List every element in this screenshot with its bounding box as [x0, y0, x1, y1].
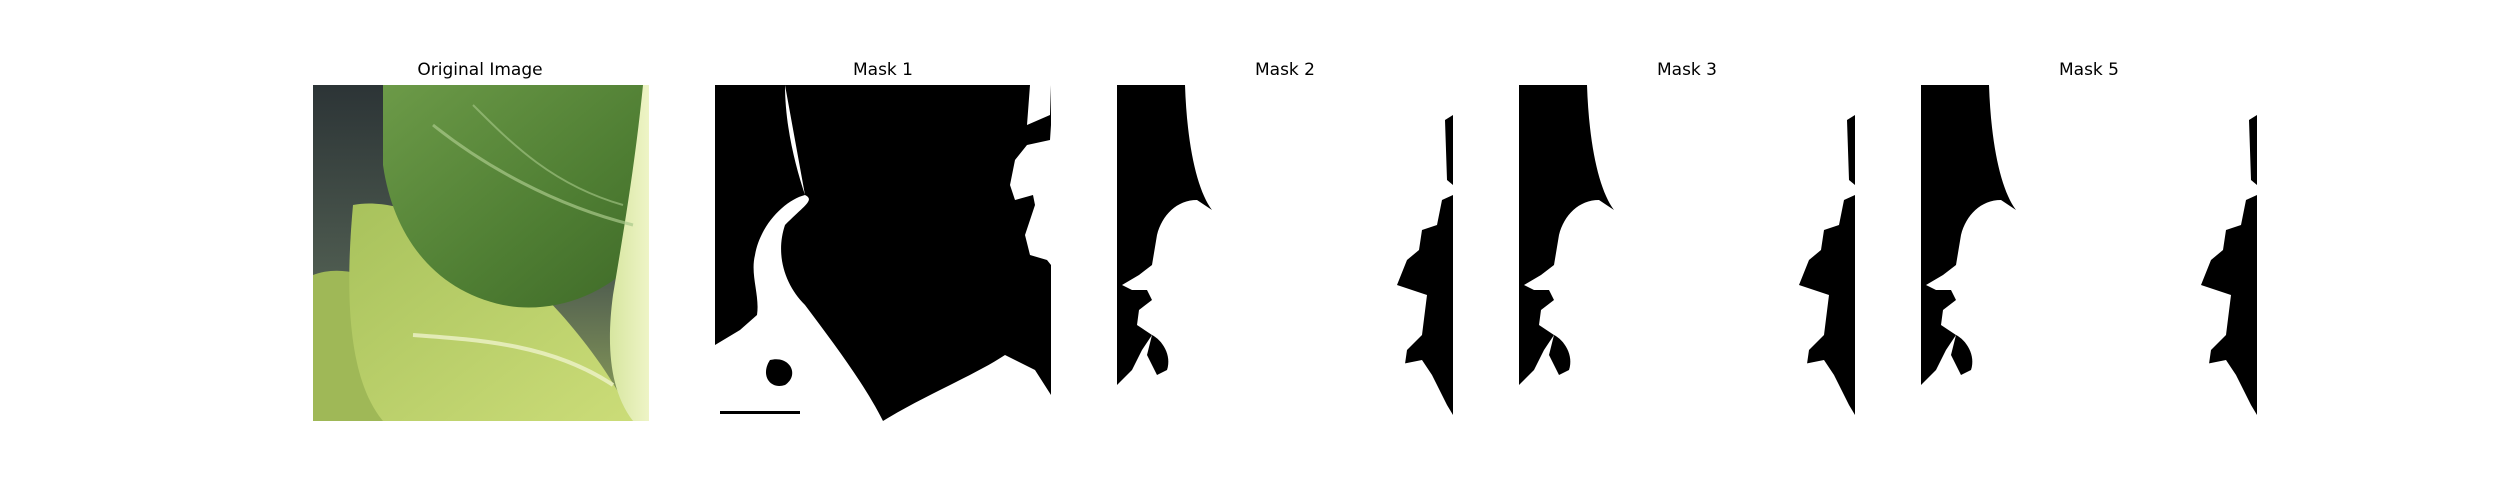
leaf-photo [313, 85, 649, 421]
panel-title-mask-2: Mask 2 [1254, 60, 1315, 80]
original-image [313, 85, 649, 421]
mask-1 [715, 85, 1051, 421]
panel-title-original: Original Image [417, 60, 543, 80]
mask-5-shape [1921, 85, 2257, 421]
panel-title-mask-3: Mask 3 [1656, 60, 1717, 80]
panel-title-mask-1: Mask 1 [852, 60, 913, 80]
panel-title-mask-5: Mask 5 [2058, 60, 2119, 80]
mask-5 [1921, 85, 2257, 421]
mask-2-shape [1117, 85, 1453, 421]
mask-3-shape [1519, 85, 1855, 421]
mask-3 [1519, 85, 1855, 421]
mask-2 [1117, 85, 1453, 421]
mask-1-shape [715, 85, 1051, 421]
